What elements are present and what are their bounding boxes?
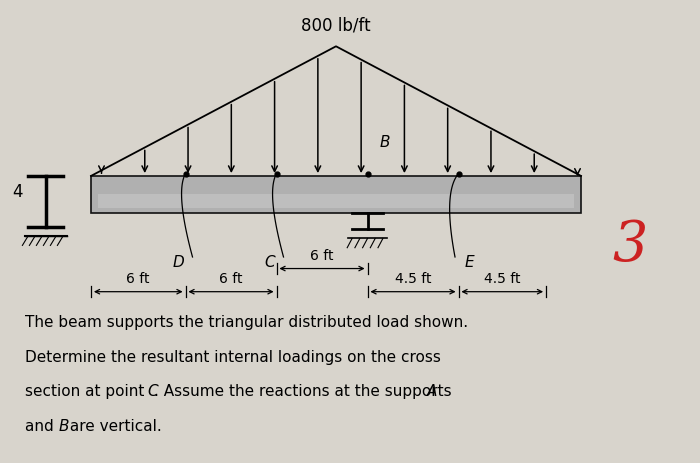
Text: C: C [264,255,275,269]
Text: 6 ft: 6 ft [310,249,334,263]
Text: 4.5 ft: 4.5 ft [484,272,521,286]
Bar [91,176,581,213]
Text: . Assume the reactions at the supports: . Assume the reactions at the supports [154,384,456,399]
Text: 4: 4 [13,183,23,201]
Text: C: C [147,384,158,399]
Text: 6 ft: 6 ft [127,272,150,286]
Text: E: E [464,255,474,269]
Text: section at point: section at point [25,384,148,399]
Bar [98,194,574,208]
Text: A: A [427,384,438,399]
Text: Determine the resultant internal loadings on the cross: Determine the resultant internal loading… [25,350,440,364]
Text: The beam supports the triangular distributed load shown.: The beam supports the triangular distrib… [25,315,468,330]
Text: D: D [173,255,184,269]
Text: 6 ft: 6 ft [219,272,243,286]
Text: B: B [58,419,69,434]
Text: B: B [380,136,391,150]
Text: 3: 3 [612,218,648,273]
Text: 800 lb/ft: 800 lb/ft [301,17,371,34]
Text: 4.5 ft: 4.5 ft [395,272,431,286]
Text: and: and [25,419,58,434]
Text: are vertical.: are vertical. [65,419,162,434]
